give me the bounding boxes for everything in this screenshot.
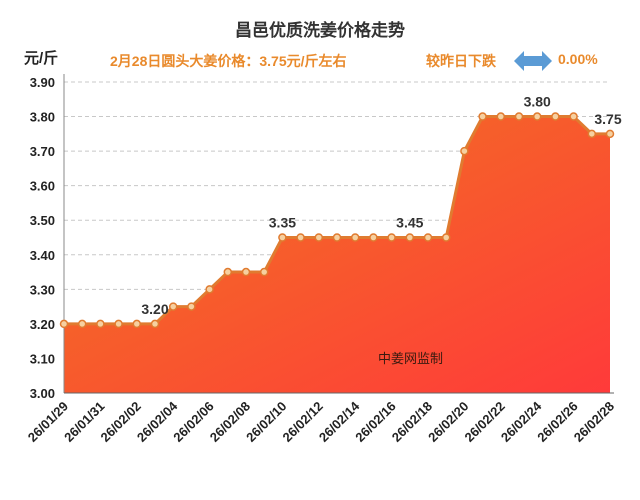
data-point <box>532 112 542 121</box>
y-tick-label: 3.80 <box>30 110 55 125</box>
data-point <box>369 233 378 242</box>
y-tick-label: 3.40 <box>30 248 55 263</box>
data-point <box>423 233 433 242</box>
data-label: 3.20 <box>141 301 168 317</box>
chart-title: 昌邑优质洗姜价格走势 <box>235 21 405 40</box>
data-point <box>314 233 324 242</box>
x-tick-label: 26/02/28 <box>571 399 617 445</box>
y-axis-unit-label: 元/斤 <box>24 50 59 67</box>
y-tick-label: 3.50 <box>30 213 55 228</box>
y-tick-label: 3.00 <box>30 386 55 401</box>
comparison-value: 0.00% <box>558 51 598 67</box>
data-point <box>405 233 415 242</box>
data-point <box>77 319 87 329</box>
data-point <box>387 233 396 242</box>
y-tick-label: 3.10 <box>30 351 55 366</box>
double-arrow-icon <box>514 51 552 71</box>
y-tick-label: 3.20 <box>30 317 55 332</box>
data-label: 3.45 <box>396 215 423 231</box>
data-point <box>605 129 615 139</box>
data-point <box>114 319 123 329</box>
data-point <box>187 302 196 311</box>
data-point <box>514 112 524 121</box>
data-point <box>241 267 251 277</box>
price-subtitle: 2月28日圆头大姜价格：3.75元/斤左右 <box>110 53 347 69</box>
watermark-text: 中姜网监制 <box>378 352 443 367</box>
data-point <box>223 267 233 277</box>
data-point <box>569 112 578 121</box>
data-point <box>259 267 269 277</box>
data-label: 3.75 <box>594 111 621 127</box>
data-point <box>296 233 305 242</box>
data-point <box>168 302 178 311</box>
data-point <box>551 112 560 121</box>
data-point <box>150 319 160 329</box>
data-point <box>59 319 69 329</box>
y-tick-label: 3.60 <box>30 179 55 194</box>
data-point <box>96 319 105 329</box>
y-tick-label: 3.30 <box>30 282 55 297</box>
y-tick-label: 3.70 <box>30 144 55 159</box>
data-point <box>496 112 506 121</box>
y-tick-label: 3.90 <box>30 75 55 90</box>
data-point <box>587 129 597 139</box>
data-point <box>205 285 214 294</box>
data-point <box>478 112 487 121</box>
data-point <box>332 233 342 242</box>
data-point <box>350 233 360 242</box>
data-label: 3.35 <box>269 215 296 231</box>
data-point <box>441 233 451 242</box>
data-point <box>278 233 287 242</box>
data-label: 3.80 <box>524 94 551 110</box>
data-point <box>132 319 142 329</box>
data-point <box>460 146 469 156</box>
comparison-label: 较昨日下跌 <box>426 53 496 69</box>
price-area <box>64 116 610 394</box>
